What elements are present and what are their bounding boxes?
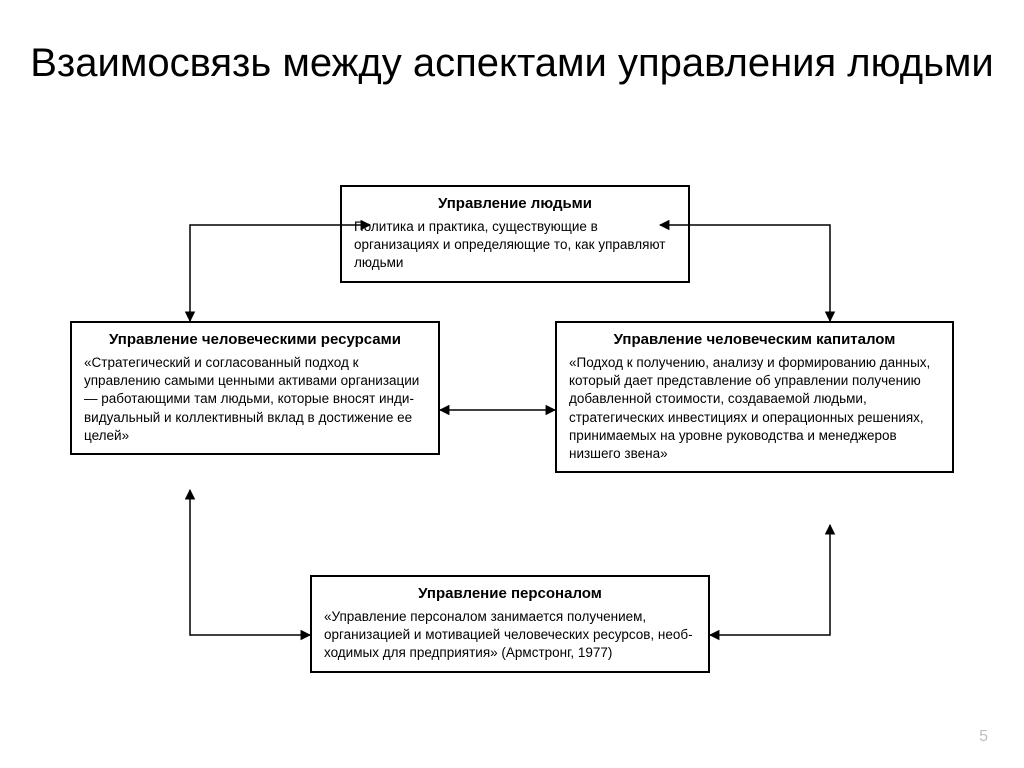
edge-right-bottom (70, 185, 954, 715)
diagram-container: Управление людьми Политика и практика, с… (70, 185, 954, 715)
page-number: 5 (979, 728, 988, 746)
slide-title: Взаимосвязь между аспектами управления л… (0, 38, 1024, 88)
